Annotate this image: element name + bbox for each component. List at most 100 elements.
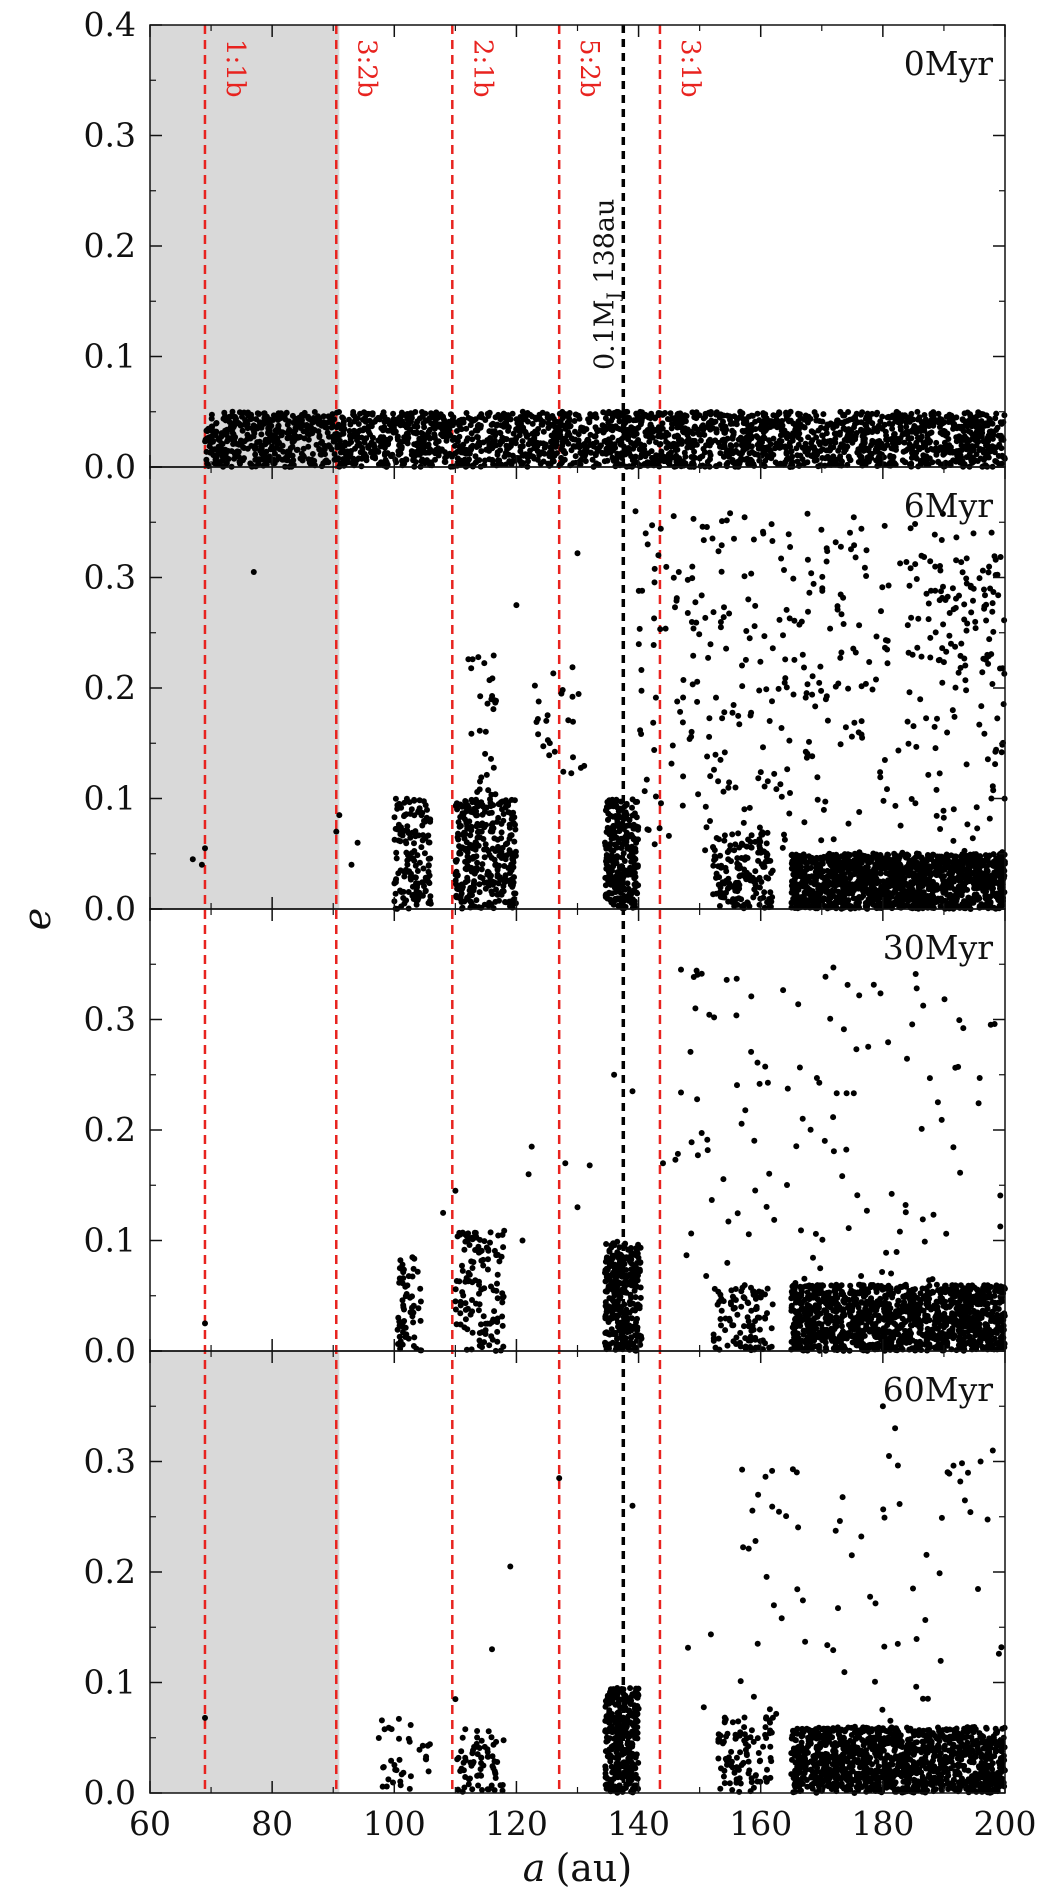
data-point [968,443,975,450]
data-point [867,855,874,862]
data-point [590,440,597,447]
data-point [830,453,837,460]
data-point [655,457,662,464]
data-point [812,877,819,884]
data-point [855,878,862,884]
data-point [324,429,331,436]
data-point [982,455,989,461]
data-point [897,426,904,433]
data-point [216,436,223,442]
data-point [732,784,739,791]
data-point [468,665,475,672]
data-point [607,812,614,819]
data-point [934,715,940,722]
data-point [898,904,904,911]
data-point [415,446,422,453]
data-point [969,431,976,438]
data-point [560,768,567,775]
data-point [221,409,228,416]
data-point [729,831,736,838]
data-point [611,841,618,848]
data-point [746,872,753,879]
data-point [979,880,986,887]
data-point [917,696,924,703]
data-point [736,844,743,851]
data-point [719,444,726,451]
data-point [482,750,489,757]
data-point [975,433,982,439]
data-point [400,888,407,895]
data-point [652,793,659,800]
data-point [710,862,717,869]
data-point [569,693,576,700]
data-point [508,849,515,856]
data-point [606,424,613,431]
data-point [612,802,619,809]
data-point [427,446,434,453]
data-point [973,424,980,431]
data-point [451,442,458,449]
data-point [577,461,584,468]
data-point [496,847,503,854]
data-point [403,868,410,875]
data-point [808,452,815,459]
data-point [731,535,737,542]
data-point [463,808,470,815]
data-point [880,797,887,804]
data-point [717,450,724,457]
data-point [560,457,567,464]
data-point [790,885,797,892]
data-point [411,848,418,854]
data-point [504,877,510,884]
data-point [696,431,703,438]
data-point [668,425,675,432]
data-point [675,420,682,426]
data-point [720,453,727,460]
data-point [717,756,724,763]
data-point [631,426,638,432]
data-point [761,863,768,870]
data-point [947,899,954,906]
data-point [883,885,890,892]
data-point [832,435,839,442]
data-point [328,418,335,425]
data-point [712,855,719,862]
data-point [517,459,524,465]
data-point [932,863,939,870]
data-point [868,450,875,457]
data-point [790,878,797,885]
data-point [403,840,410,847]
data-point [208,411,215,418]
data-point [902,447,909,454]
data-point [684,610,691,616]
data-point [505,424,512,431]
data-point [543,717,550,724]
data-point [827,446,834,453]
data-point [695,791,702,798]
data-point [488,696,495,703]
data-point [420,865,427,872]
data-point [722,423,729,430]
data-point [723,645,730,652]
data-point [764,829,771,836]
data-point [706,733,713,740]
data-point [365,443,372,450]
data-point [603,852,610,858]
data-point [630,457,637,464]
data-point [670,513,677,520]
data-point [610,831,617,838]
data-point [492,414,499,421]
data-point [626,428,632,435]
data-point [849,890,856,897]
data-point [773,418,779,425]
data-point [625,885,632,892]
data-point [870,438,877,445]
data-point [940,451,947,458]
data-point [471,810,478,816]
data-point [690,625,697,632]
data-point [916,889,923,896]
data-point [408,414,415,421]
data-point [331,451,338,458]
data-point [802,412,809,419]
